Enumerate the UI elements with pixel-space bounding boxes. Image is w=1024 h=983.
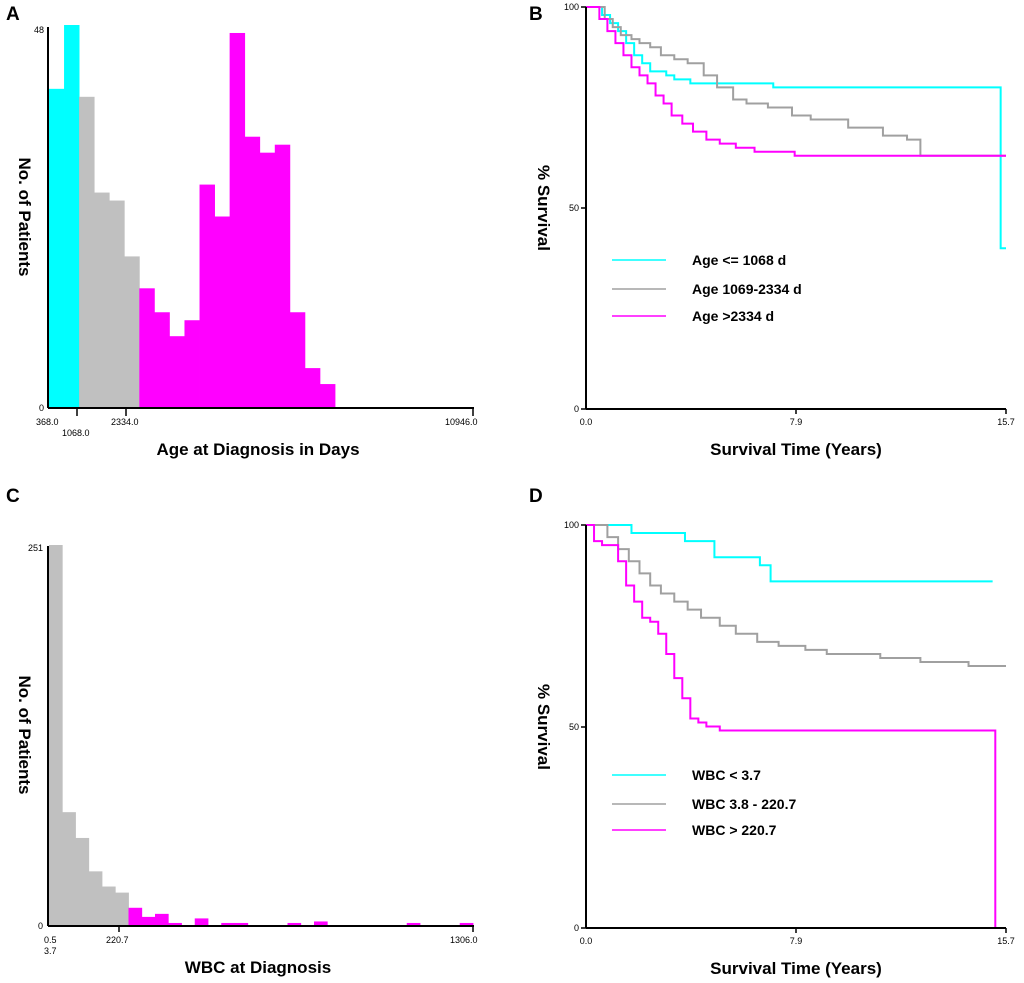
histogram-bars-a	[49, 25, 336, 408]
y-tick-label-d: 0	[574, 923, 579, 933]
survival-curve	[586, 524, 997, 928]
x-tick-label-b: 7.9	[790, 417, 803, 427]
y-axis-title-d: % Survival	[534, 684, 553, 770]
legend-label-b: Age <= 1068 d	[692, 252, 786, 268]
histogram-bar	[75, 837, 90, 926]
x-tick-label-d: 15.7	[997, 936, 1015, 946]
legend-label-d: WBC 3.8 - 220.7	[692, 796, 796, 812]
x-axis-title-b: Survival Time (Years)	[710, 440, 882, 459]
y-axis-title-a: No. of Patients	[15, 157, 34, 276]
y-tick-top-a: 48	[34, 25, 44, 35]
panel-label-b: B	[529, 4, 543, 25]
histogram-bars-c	[49, 545, 474, 926]
histogram-bar	[406, 922, 421, 926]
y-axis-title-b: % Survival	[534, 165, 553, 251]
histogram-bar	[314, 921, 328, 926]
x-axis-title-d: Survival Time (Years)	[710, 959, 882, 978]
y-tick-zero-c: 0	[38, 921, 43, 931]
x-tick-label-c: 0.5	[44, 935, 57, 945]
histogram-bar	[49, 88, 65, 408]
histogram-bar	[319, 384, 336, 408]
x-tick-label-a: 1068.0	[62, 428, 90, 438]
survival-curves-d	[586, 524, 1006, 928]
histogram-bar	[221, 922, 235, 926]
panel-label-c: C	[6, 486, 20, 507]
histogram-bar	[168, 922, 182, 926]
legend-label-b: Age >2334 d	[692, 308, 774, 324]
x-tick-label-c: 3.7	[44, 946, 57, 956]
panel-label-d: D	[529, 486, 543, 507]
survival-curve	[586, 6, 1006, 157]
histogram-bar	[169, 336, 185, 408]
x-tick-label-c: 1306.0	[450, 935, 478, 945]
histogram-bar	[128, 907, 143, 926]
histogram-bar	[141, 916, 156, 926]
histogram-bar	[102, 886, 116, 926]
histogram-bar	[115, 892, 129, 926]
histogram-bar	[49, 545, 63, 926]
histogram-bar	[94, 192, 110, 408]
panel-c: C 251 0 0.5 3.7 220.7 1306.0 No. of Pati…	[6, 486, 478, 977]
survival-curves-b	[586, 6, 1006, 250]
y-tick-zero-a: 0	[39, 403, 44, 413]
legend-label-d: WBC > 220.7	[692, 822, 777, 838]
x-tick-label-d: 0.0	[580, 936, 593, 946]
histogram-bar	[184, 320, 200, 408]
legend-label-b: Age 1069-2334 d	[692, 281, 802, 297]
histogram-bar	[289, 312, 306, 408]
histogram-bar	[259, 152, 276, 408]
x-tick-label-a: 10946.0	[445, 417, 478, 427]
x-tick-label-b: 0.0	[580, 417, 593, 427]
x-tick-label-c: 220.7	[106, 935, 129, 945]
y-tick-top-c: 251	[28, 543, 43, 553]
survival-curve	[586, 6, 1006, 157]
histogram-bar	[62, 812, 76, 926]
histogram-bar	[139, 288, 155, 408]
histogram-bar	[194, 918, 209, 926]
y-tick-label-d: 50	[569, 722, 579, 732]
histogram-bar	[64, 25, 80, 408]
panel-b: B 100 50 0 0.0 7.9 15.7 % Survival Survi…	[529, 2, 1015, 459]
histogram-bar	[229, 32, 246, 408]
histogram-bar	[88, 871, 103, 926]
histogram-bar	[274, 144, 291, 408]
histogram-bar	[199, 184, 215, 408]
histogram-bar	[214, 216, 231, 408]
histogram-bar	[234, 922, 249, 926]
histogram-bar	[79, 96, 95, 408]
x-axis-title-a: Age at Diagnosis in Days	[156, 440, 359, 459]
x-tick-label-a: 368.0	[36, 417, 59, 427]
y-tick-label-b: 100	[564, 2, 579, 12]
legend-label-d: WBC < 3.7	[692, 767, 761, 783]
y-tick-label-b: 0	[574, 404, 579, 414]
histogram-bar	[459, 922, 474, 926]
survival-curve	[586, 524, 993, 583]
panel-a: A 48 0 368.0 1068.0 2334.0 10946.0 No. o…	[6, 4, 478, 459]
histogram-bar	[124, 256, 140, 408]
x-tick-label-a: 2334.0	[111, 417, 139, 427]
histogram-bar	[155, 913, 169, 926]
histogram-bar	[109, 200, 125, 408]
legend-b: Age <= 1068 d Age 1069-2334 d Age >2334 …	[612, 252, 802, 324]
histogram-bar	[287, 922, 302, 926]
histogram-bar	[304, 368, 321, 408]
survival-curve	[586, 524, 1006, 668]
y-tick-label-d: 100	[564, 520, 579, 530]
histogram-bar	[154, 312, 170, 408]
x-axis-title-c: WBC at Diagnosis	[185, 958, 331, 977]
legend-d: WBC < 3.7 WBC 3.8 - 220.7 WBC > 220.7	[612, 767, 796, 838]
y-axis-title-c: No. of Patients	[15, 675, 34, 794]
histogram-bar	[244, 136, 261, 408]
y-tick-label-b: 50	[569, 203, 579, 213]
panel-d: D 100 50 0 0.0 7.9 15.7 % Survival Survi…	[529, 486, 1015, 978]
x-tick-label-b: 15.7	[997, 417, 1015, 427]
panel-label-a: A	[6, 4, 20, 25]
x-tick-label-d: 7.9	[790, 936, 803, 946]
